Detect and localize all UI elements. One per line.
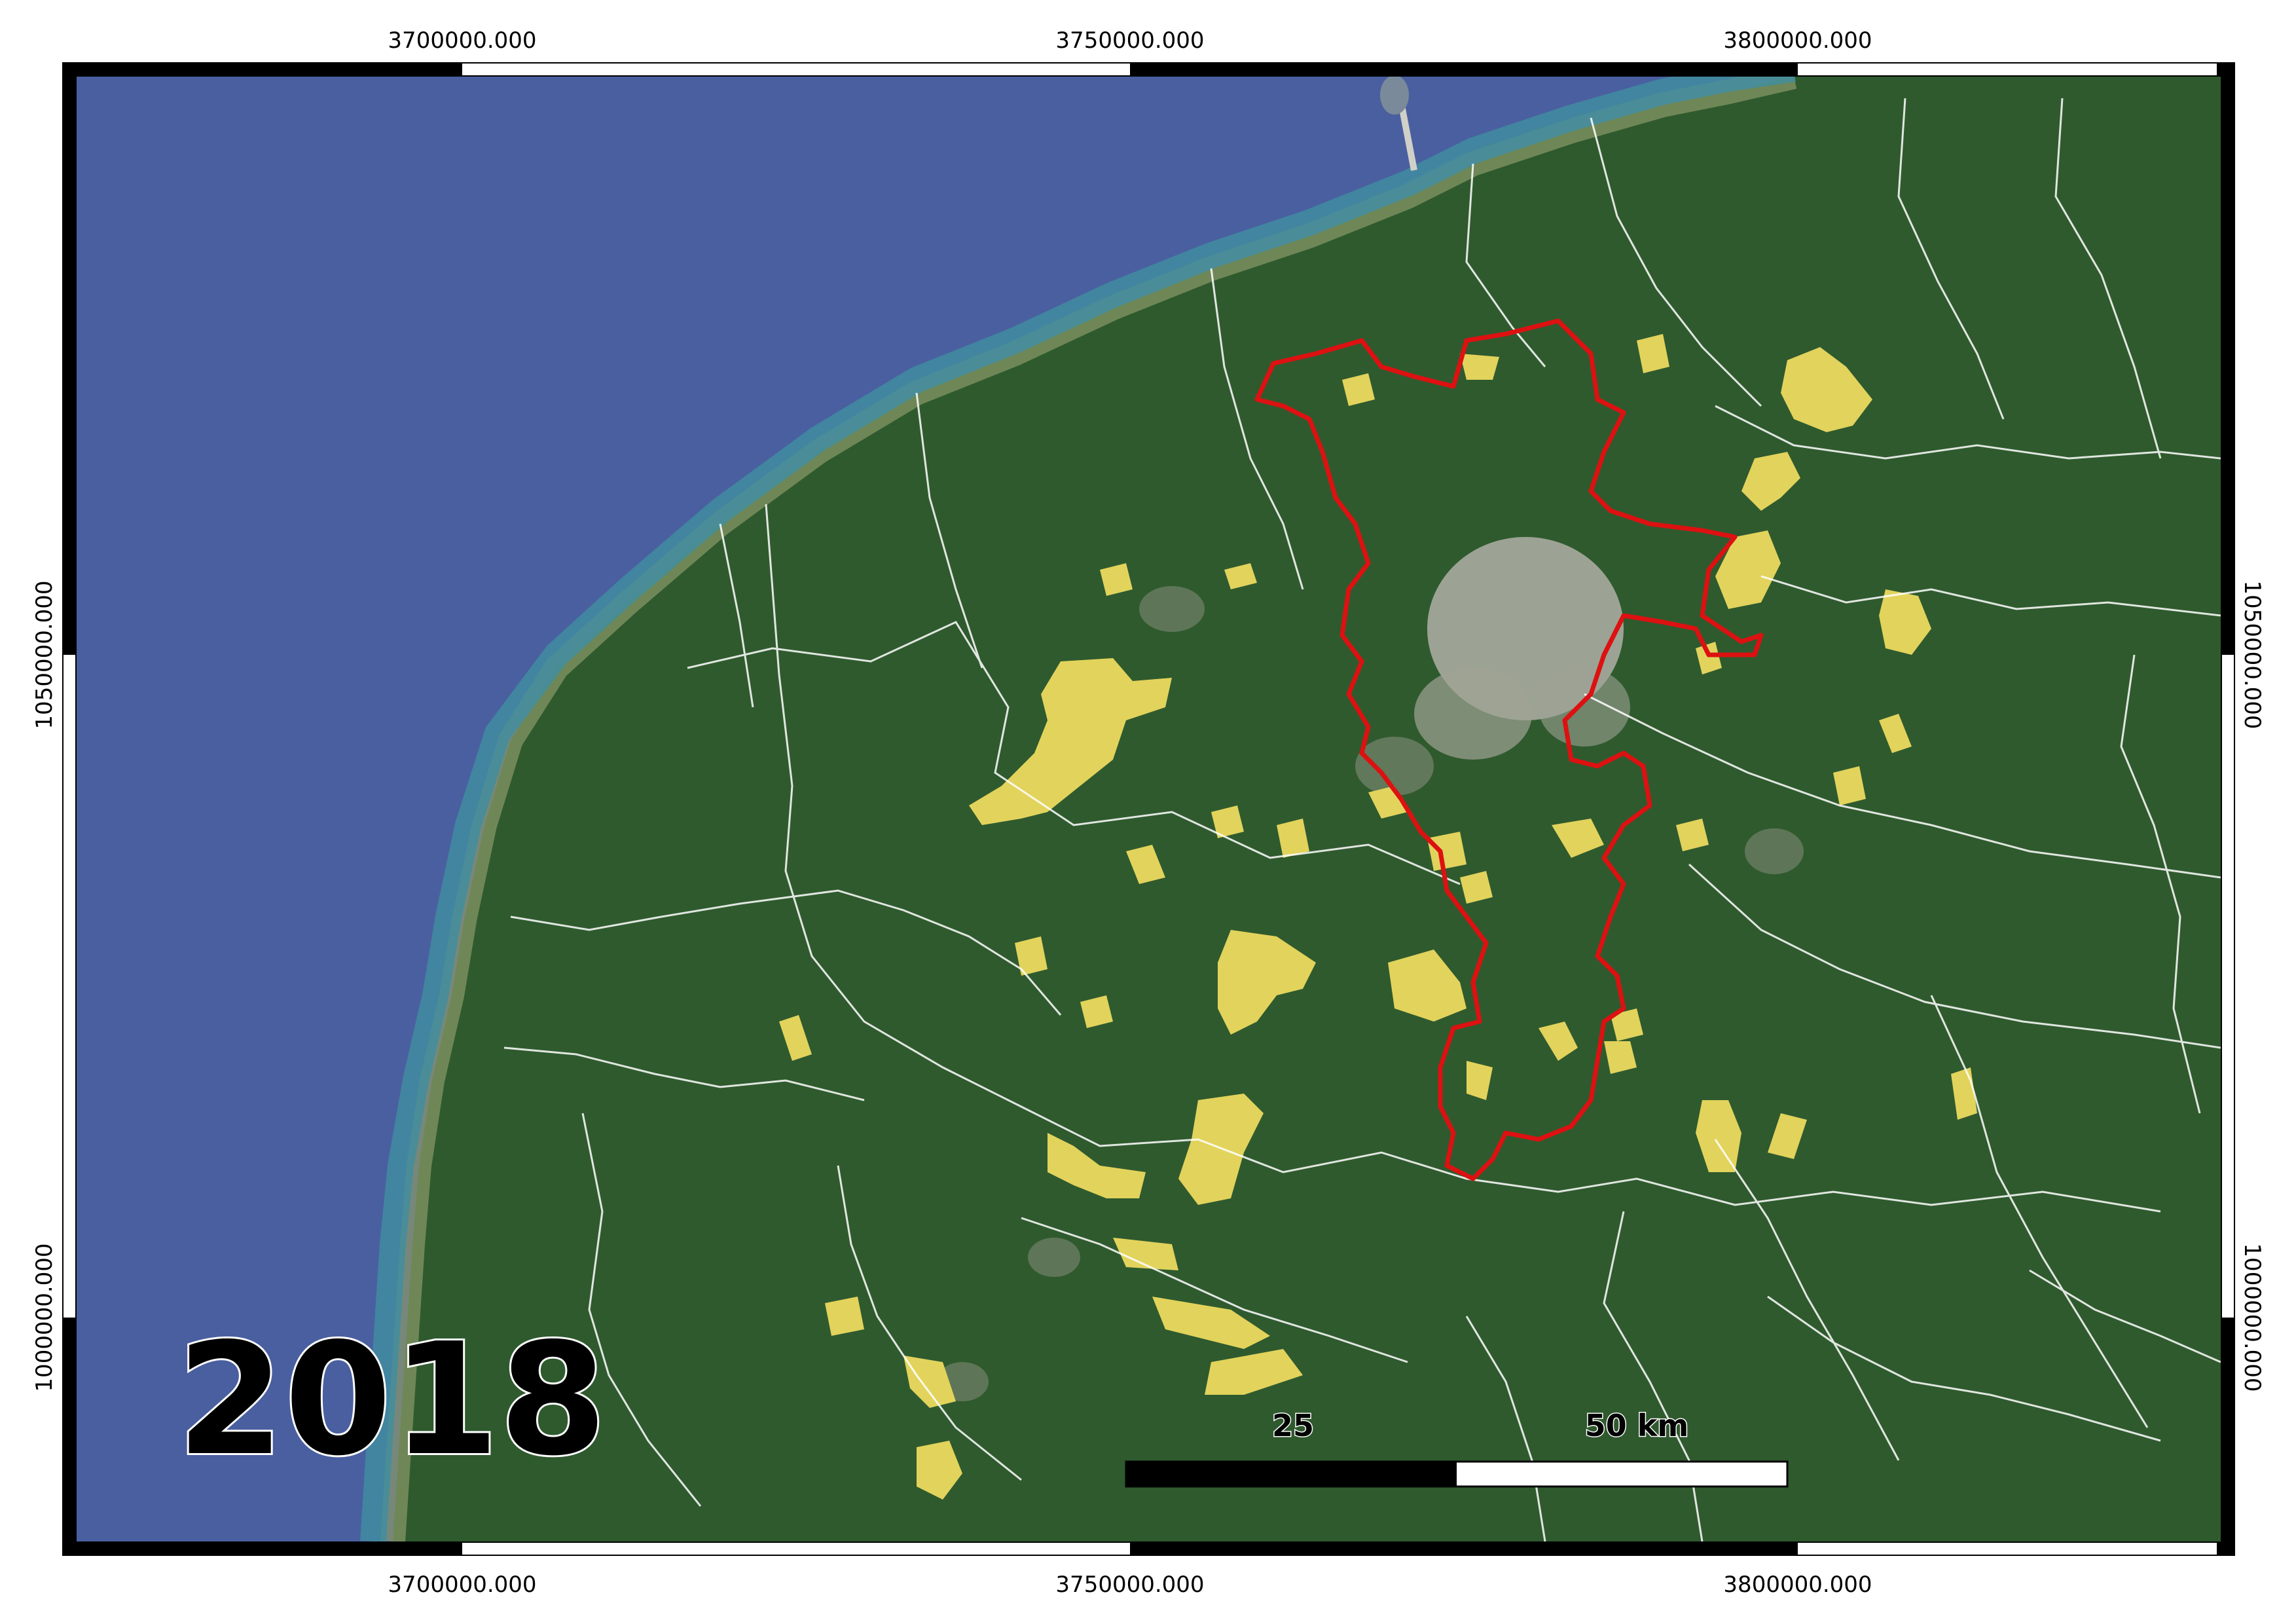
grid-label-bottom-2: 3750000.000 [1055,1572,1205,1598]
grid-label-top-1: 3700000.000 [388,28,537,54]
grid-label-right-2: 1000000.000 [2239,1243,2265,1392]
grid-label-right-1: 1050000.000 [2239,580,2265,729]
year-label: 2018 [175,1310,609,1490]
scale-label-end: 50 km [1584,1407,1690,1445]
study-area-boundary [1254,318,1764,1181]
municipal-boundaries [503,98,2221,1541]
scale-label-mid: 25 [1271,1407,1315,1445]
grid-label-left-2: 1000000.000 [31,1243,58,1392]
grid-label-left-1: 1050000.000 [31,580,58,729]
highlighted-areas [779,334,1977,1500]
grid-label-bottom-3: 3800000.000 [1723,1572,1872,1598]
grid-label-bottom-1: 3700000.000 [388,1572,537,1598]
grid-label-top-3: 3800000.000 [1723,28,1872,54]
port-island [1380,77,1409,115]
coastal-water [360,77,1796,1541]
grid-label-top-2: 3750000.000 [1055,28,1205,54]
scale-bar [1125,1460,1789,1488]
urban-areas [936,537,1804,1401]
